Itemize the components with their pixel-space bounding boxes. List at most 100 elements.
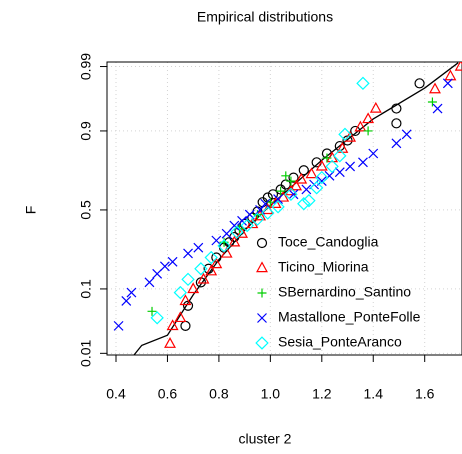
point	[369, 101, 382, 113]
x-tick-label: 1.2	[312, 386, 332, 402]
legend-marker	[257, 288, 267, 298]
point	[211, 235, 222, 246]
y-tick-label: 0.01	[78, 339, 94, 366]
point	[252, 210, 262, 220]
point	[297, 197, 311, 211]
point	[113, 320, 124, 331]
point	[276, 186, 286, 196]
legend-marker	[255, 336, 269, 350]
point	[193, 242, 204, 253]
point	[444, 69, 457, 81]
point	[288, 189, 299, 200]
point	[315, 159, 328, 171]
point	[221, 228, 232, 239]
point	[354, 120, 367, 132]
point	[180, 320, 191, 331]
legend-marker	[256, 237, 268, 249]
y-tick-label: 0.5	[78, 200, 94, 220]
point	[302, 193, 316, 208]
point	[240, 218, 254, 233]
x-tick-label: 0.6	[158, 386, 178, 402]
point	[284, 187, 298, 202]
x-tick-label: 1.4	[364, 386, 384, 402]
legend-label: Ticino_Miorina	[278, 259, 369, 275]
point	[261, 206, 275, 220]
point	[391, 138, 402, 149]
point	[194, 262, 208, 276]
point	[325, 159, 339, 174]
point	[187, 282, 200, 294]
point	[271, 200, 285, 214]
point	[301, 184, 312, 195]
point	[150, 311, 164, 325]
point	[205, 264, 218, 276]
x-axis-label: cluster 2	[239, 431, 292, 447]
point	[217, 239, 231, 253]
point	[290, 179, 303, 191]
point	[204, 250, 218, 265]
point	[281, 171, 291, 181]
point	[345, 161, 356, 172]
y-tick-label: 0.9	[78, 121, 94, 141]
point	[442, 78, 453, 89]
x-tick-label: 1.6	[415, 386, 435, 402]
point	[179, 294, 192, 306]
point	[322, 153, 332, 163]
point	[334, 167, 345, 178]
legend-label: Toce_Candoglia	[278, 234, 379, 250]
point	[220, 246, 233, 258]
point	[229, 220, 240, 231]
point	[309, 181, 324, 195]
point	[286, 176, 296, 186]
y-tick-label: 0.99	[78, 53, 94, 80]
point	[166, 319, 179, 331]
point	[167, 256, 178, 267]
point	[147, 306, 157, 316]
point	[288, 172, 299, 183]
point	[183, 248, 193, 259]
point	[454, 62, 462, 71]
point	[295, 172, 308, 184]
y-axis-label: F	[23, 206, 39, 215]
point	[391, 118, 402, 129]
point	[228, 235, 241, 247]
chart-title: Empirical distributions	[197, 9, 333, 25]
point	[391, 103, 402, 114]
plot-frame	[106, 61, 462, 356]
point	[121, 295, 132, 306]
point	[315, 170, 329, 185]
point	[230, 225, 244, 239]
point	[358, 157, 368, 168]
x-tick-label: 1.0	[261, 386, 281, 402]
plot-area	[113, 62, 462, 355]
point	[269, 197, 282, 208]
point	[368, 148, 379, 159]
point	[250, 212, 265, 226]
point	[362, 112, 375, 124]
point	[432, 103, 443, 114]
legend-label: SBernardino_Santino	[278, 284, 411, 300]
point	[427, 97, 437, 107]
point	[255, 205, 265, 215]
x-tick-label: 0.4	[106, 386, 126, 402]
point	[273, 194, 283, 204]
point	[257, 197, 268, 208]
point	[152, 268, 163, 279]
legend-marker	[257, 313, 267, 323]
point	[237, 215, 247, 226]
point	[305, 167, 318, 179]
point	[174, 311, 187, 323]
point	[260, 198, 271, 209]
point	[210, 257, 223, 269]
fit-curve	[133, 62, 459, 355]
point	[298, 165, 309, 176]
point	[333, 149, 347, 163]
x-tick-label: 0.8	[209, 386, 229, 402]
point	[144, 277, 155, 288]
point	[429, 82, 441, 94]
point	[338, 127, 352, 142]
point	[173, 285, 188, 300]
y-tick-label: 0.1	[78, 279, 94, 299]
legend-label: Mastallone_PonteFolle	[278, 309, 421, 325]
